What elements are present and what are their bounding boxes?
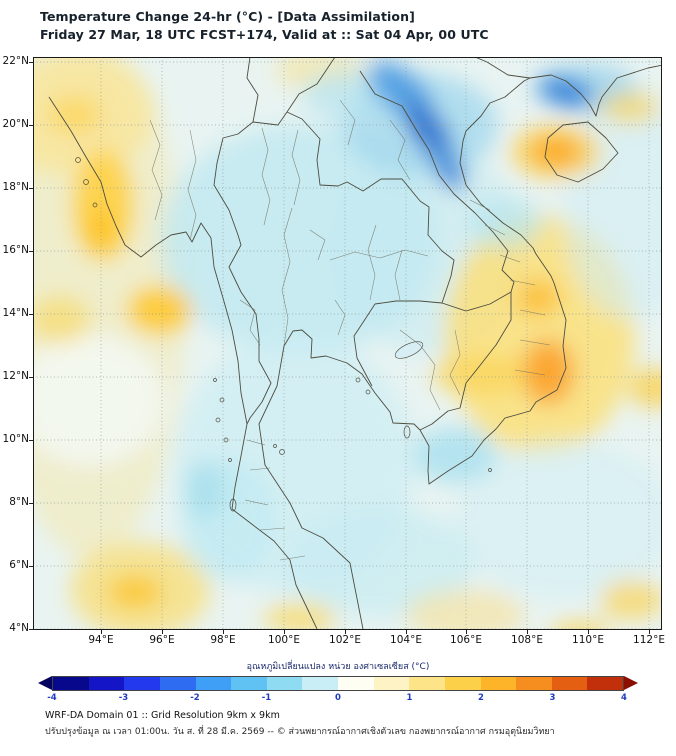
colorbar-segment bbox=[124, 677, 160, 690]
hainan-island bbox=[544, 121, 619, 183]
colorbar-segment bbox=[195, 677, 232, 690]
lat-axis-tick bbox=[29, 440, 33, 441]
colorbar-segment bbox=[373, 677, 410, 690]
border-laos-cambodia bbox=[441, 291, 512, 312]
colorbar-segment bbox=[409, 677, 445, 690]
lon-axis-label: 106°E bbox=[450, 634, 482, 646]
lon-axis-tick bbox=[649, 630, 650, 634]
lat-axis-label: 16°N bbox=[2, 244, 29, 256]
lon-axis-tick bbox=[527, 630, 528, 634]
lon-axis-tick bbox=[284, 630, 285, 634]
lon-axis-label: 112°E bbox=[633, 634, 665, 646]
lat-axis-tick bbox=[29, 503, 33, 504]
footer-domain-info: WRF-DA Domain 01 :: Grid Resolution 9km … bbox=[45, 710, 280, 721]
lat-axis-label: 20°N bbox=[2, 118, 29, 130]
border-thailand-myanmar bbox=[213, 111, 288, 425]
colorbar-tick-label: 2 bbox=[478, 693, 484, 703]
lon-axis-label: 102°E bbox=[329, 634, 361, 646]
border-cambodia-vietnam bbox=[419, 292, 512, 431]
province-boundaries bbox=[149, 99, 551, 561]
lon-axis-tick bbox=[101, 630, 102, 634]
colorbar-segment bbox=[338, 677, 374, 690]
colorbar-segment bbox=[480, 677, 517, 690]
lon-axis-label: 108°E bbox=[511, 634, 543, 646]
lat-axis-tick bbox=[29, 251, 33, 252]
colorbar-tick-label: -1 bbox=[261, 693, 272, 703]
title-line2: Friday 27 Mar, 18 UTC FCST+174, Valid at… bbox=[40, 27, 489, 42]
lat-axis-label: 10°N bbox=[2, 433, 29, 445]
colorbar bbox=[38, 676, 638, 691]
colorbar-ticks: -4 -3 -2 -1 0 1 2 3 4 bbox=[38, 693, 638, 705]
colorbar-tick-label: 4 bbox=[621, 693, 627, 703]
border-thailand-cambodia bbox=[353, 300, 443, 387]
colorbar-segment bbox=[266, 677, 303, 690]
lat-axis-label: 8°N bbox=[9, 496, 29, 508]
colorbar-tick-label: 3 bbox=[549, 693, 556, 703]
lat-axis-label: 6°N bbox=[9, 559, 29, 571]
colorbar-segment bbox=[551, 677, 588, 690]
colorbar-segment bbox=[444, 677, 481, 690]
colorbar-label: อุณหภูมิเปลี่ยนแปลง หน่วย องศาเซลเซียส (… bbox=[246, 662, 430, 672]
map-frame bbox=[33, 57, 662, 630]
colorbar-tick-label: -2 bbox=[190, 693, 200, 703]
lon-axis-tick bbox=[466, 630, 467, 634]
colorbar-segment bbox=[159, 677, 196, 690]
lon-axis-label: 104°E bbox=[390, 634, 422, 646]
title-line1: Temperature Change 24-hr (°C) - [Data As… bbox=[40, 9, 415, 24]
lat-axis-tick bbox=[29, 629, 33, 630]
lat-axis-tick bbox=[29, 125, 33, 126]
lat-axis-label: 22°N bbox=[2, 55, 29, 67]
lon-axis-tick bbox=[588, 630, 589, 634]
colorbar-segment bbox=[53, 677, 89, 690]
lon-axis-tick bbox=[162, 630, 163, 634]
coastline-west bbox=[48, 96, 318, 630]
lon-axis-tick bbox=[345, 630, 346, 634]
graticule-grid bbox=[33, 57, 662, 630]
colorbar-segment bbox=[516, 677, 552, 690]
lat-axis-tick bbox=[29, 314, 33, 315]
border-china-vietnam bbox=[474, 57, 531, 79]
lat-axis-label: 4°N bbox=[9, 622, 29, 634]
colorbar-tick-label: -3 bbox=[118, 693, 129, 703]
lon-axis-tick bbox=[223, 630, 224, 634]
border-thailand-laos bbox=[286, 111, 455, 304]
islands bbox=[75, 157, 492, 512]
lat-axis-label: 14°N bbox=[2, 307, 29, 319]
colorbar-tick-label: -4 bbox=[47, 693, 57, 703]
border-laos-vietnam bbox=[359, 70, 515, 293]
border-myanmar-china bbox=[246, 57, 259, 123]
lat-axis-tick bbox=[29, 188, 33, 189]
lon-axis-label: 96°E bbox=[149, 634, 175, 646]
colorbar-tick-label: 0 bbox=[335, 693, 341, 703]
border-myanmar-laos bbox=[286, 57, 336, 113]
colorbar-segment bbox=[231, 677, 267, 690]
footer-update-info: ปรับปรุงข้อมูล ณ เวลา 01:00น. วัน ส. ที่… bbox=[45, 727, 555, 737]
lon-axis-tick bbox=[406, 630, 407, 634]
lon-axis-label: 94°E bbox=[88, 634, 114, 646]
lon-axis-label: 110°E bbox=[572, 634, 604, 646]
colorbar-left-arrow bbox=[38, 676, 52, 690]
lon-axis-label: 98°E bbox=[210, 634, 236, 646]
lat-axis-tick bbox=[29, 62, 33, 63]
colorbar-segment bbox=[88, 677, 125, 690]
lat-axis-tick bbox=[29, 566, 33, 567]
colorbar-right-arrow bbox=[624, 676, 638, 690]
colorbar-tick-label: 1 bbox=[406, 693, 413, 703]
lat-axis-label: 12°N bbox=[2, 370, 29, 382]
country-borders bbox=[48, 57, 662, 630]
lat-axis-tick bbox=[29, 377, 33, 378]
tonle-sap-lake bbox=[394, 341, 424, 359]
temperature-field bbox=[33, 57, 662, 630]
lon-axis-label: 100°E bbox=[268, 634, 300, 646]
colorbar-segment bbox=[302, 677, 338, 690]
map-canvas bbox=[33, 57, 662, 630]
colorbar-segments bbox=[52, 676, 624, 691]
page-title: Temperature Change 24-hr (°C) - [Data As… bbox=[40, 8, 489, 44]
colorbar-segment bbox=[587, 677, 623, 690]
lat-axis-label: 18°N bbox=[2, 181, 29, 193]
